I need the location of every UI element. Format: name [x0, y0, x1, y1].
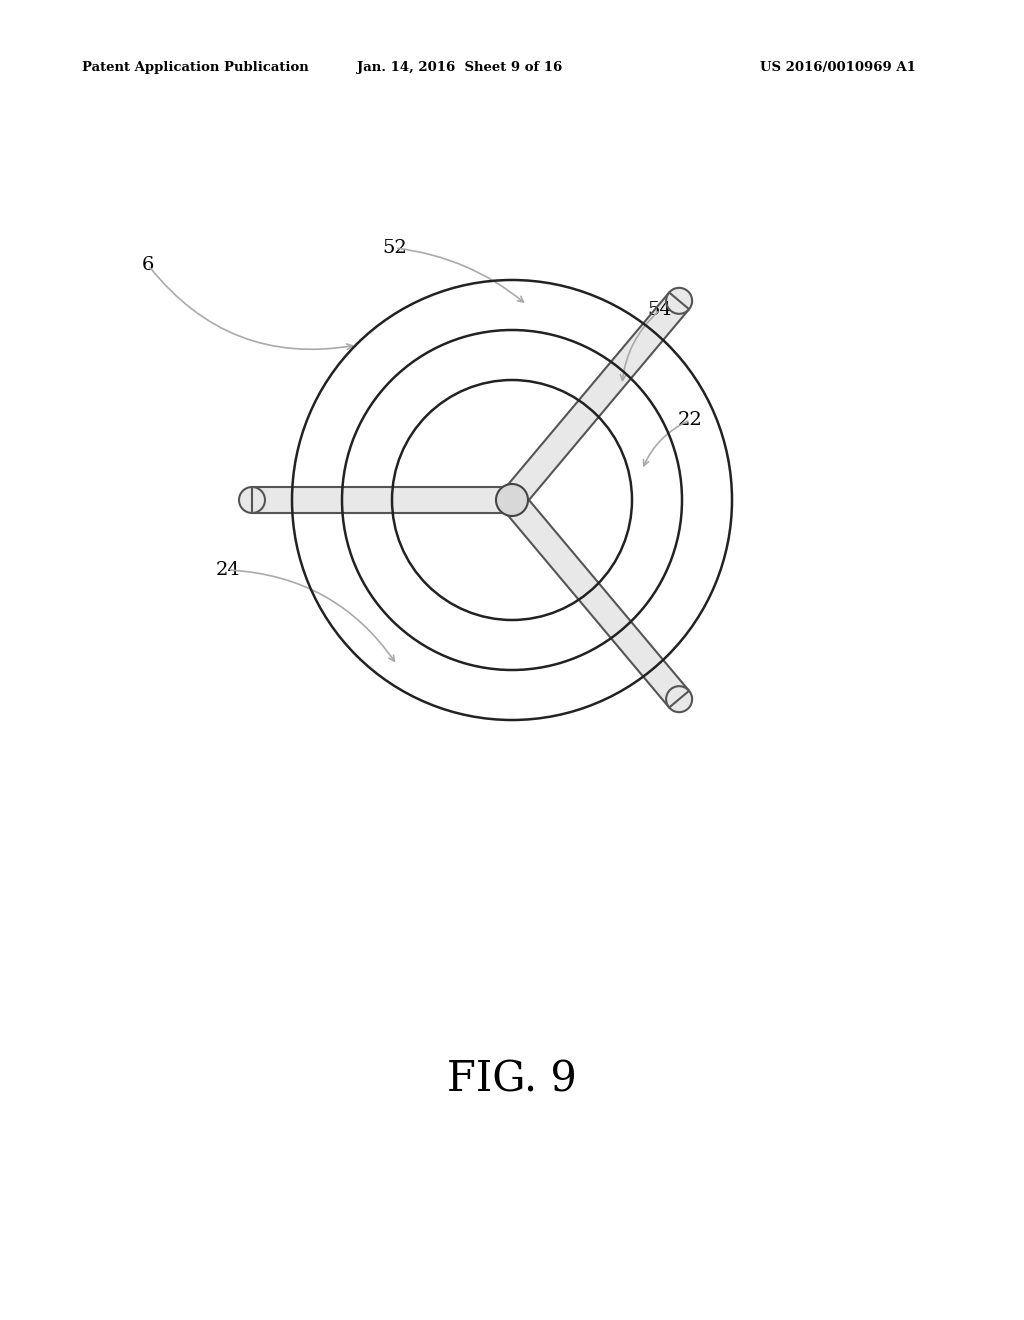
Text: 54: 54 [647, 301, 673, 319]
Text: 22: 22 [678, 411, 702, 429]
Text: Jan. 14, 2016  Sheet 9 of 16: Jan. 14, 2016 Sheet 9 of 16 [357, 62, 562, 74]
Circle shape [239, 487, 265, 513]
Text: Patent Application Publication: Patent Application Publication [82, 62, 309, 74]
Circle shape [667, 686, 692, 713]
Circle shape [667, 288, 692, 314]
Text: 52: 52 [383, 239, 408, 257]
Text: US 2016/0010969 A1: US 2016/0010969 A1 [760, 62, 915, 74]
Text: 24: 24 [216, 561, 241, 579]
Text: FIG. 9: FIG. 9 [447, 1059, 577, 1101]
Polygon shape [502, 491, 689, 708]
Polygon shape [252, 487, 512, 513]
Polygon shape [502, 293, 689, 508]
Circle shape [499, 487, 525, 513]
Text: 6: 6 [141, 256, 155, 275]
Circle shape [499, 487, 525, 513]
Circle shape [499, 487, 525, 513]
Circle shape [496, 484, 528, 516]
